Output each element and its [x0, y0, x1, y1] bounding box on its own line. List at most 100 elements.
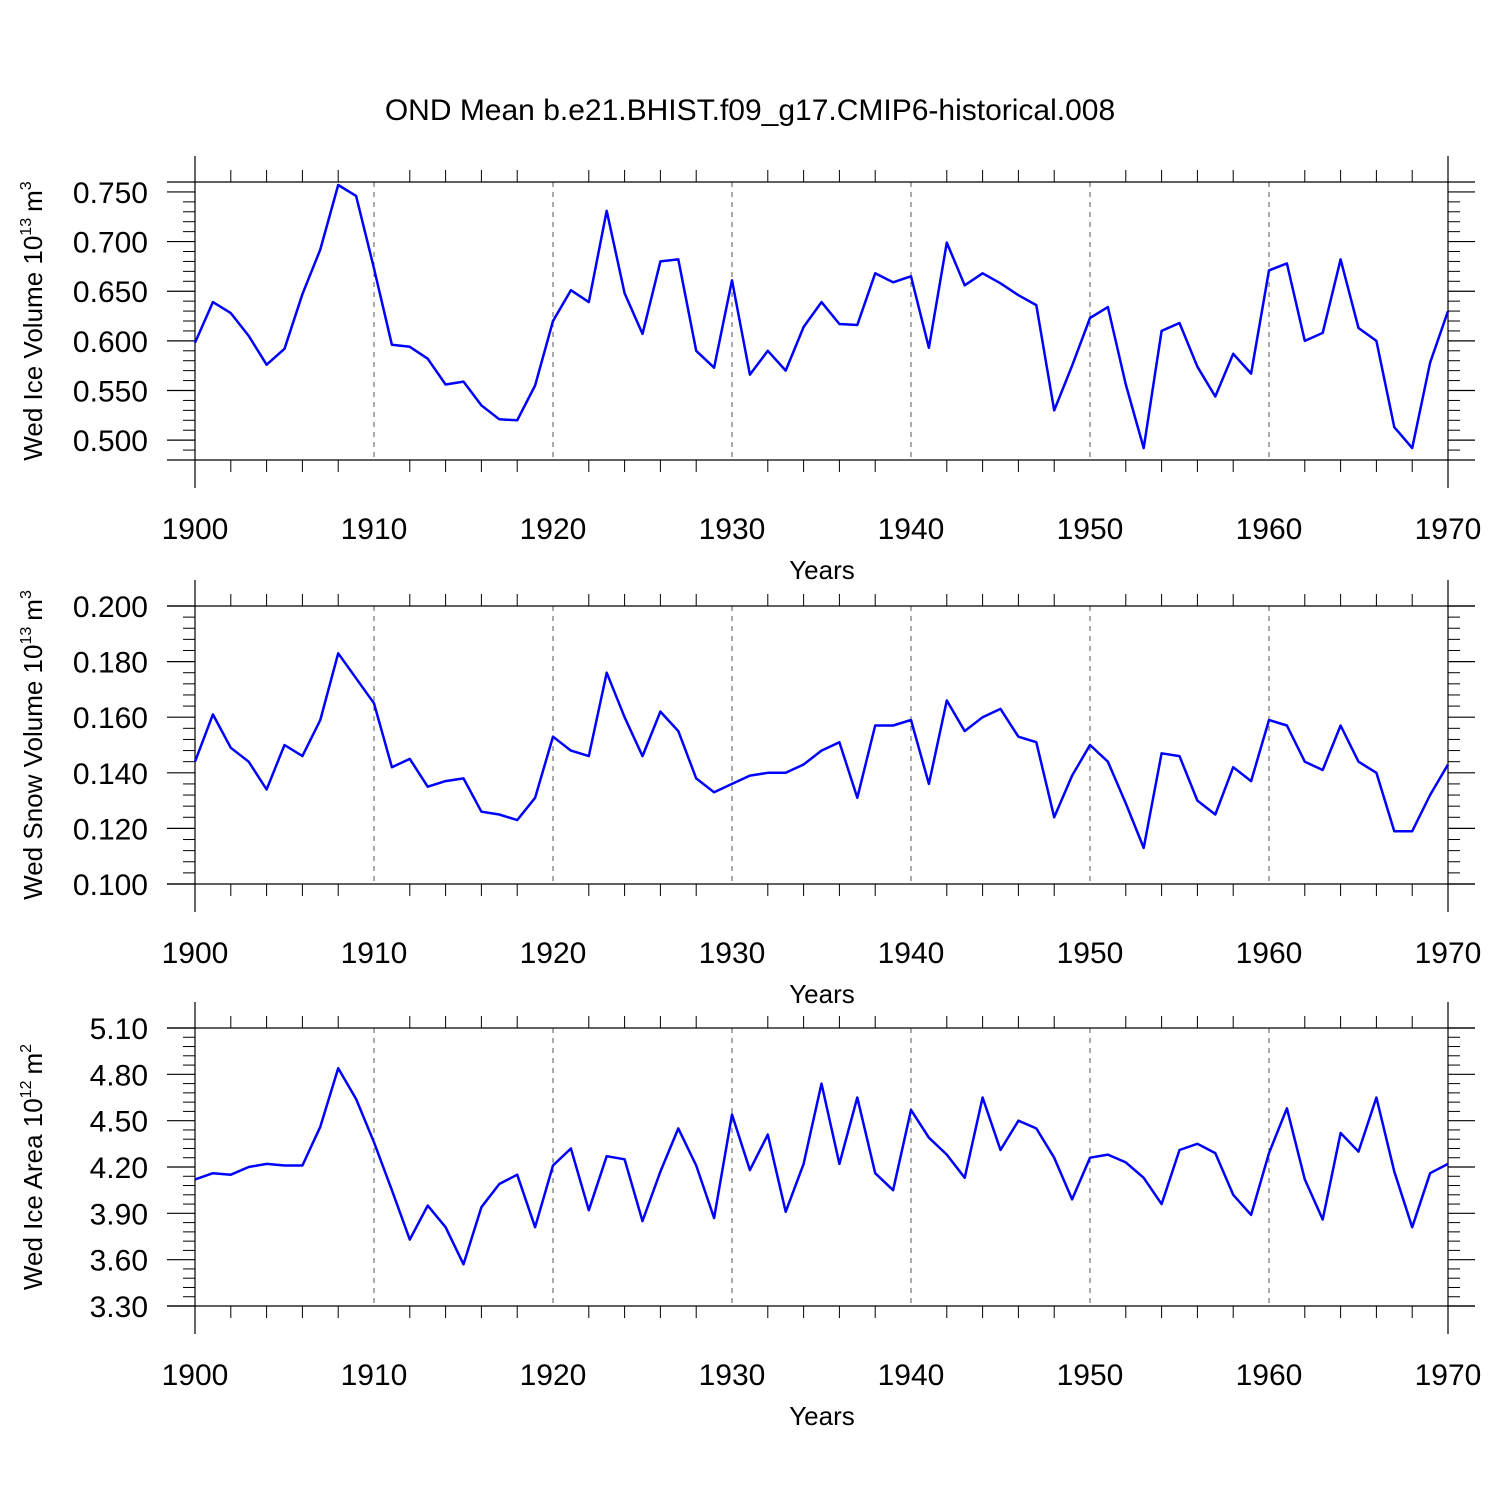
- data-point: [390, 343, 394, 347]
- data-point: [1124, 1160, 1128, 1164]
- data-point: [963, 1176, 967, 1180]
- data-point: [641, 332, 645, 336]
- data-point: [766, 1133, 770, 1137]
- y-axis-label-text: Wed Ice Volume 10: [18, 236, 48, 461]
- data-point: [1034, 1126, 1038, 1130]
- data-point: [247, 760, 251, 764]
- data-point: [748, 1168, 752, 1172]
- data-point: [676, 1126, 680, 1130]
- series-line: [193, 652, 1450, 850]
- data-point: [1213, 1151, 1217, 1155]
- x-tick-label: 1970: [1415, 513, 1482, 546]
- data-point: [820, 749, 824, 753]
- data-point: [462, 776, 466, 780]
- y-axis-label-unit: m: [18, 599, 48, 621]
- y-tick-label: 0.750: [73, 177, 148, 210]
- data-point: [873, 724, 877, 728]
- x-tick-label: 1930: [699, 513, 766, 546]
- data-point: [784, 1210, 788, 1214]
- y-tick-label: 0.140: [73, 758, 148, 791]
- data-point: [193, 1177, 197, 1181]
- data-point: [462, 380, 466, 384]
- data-point: [999, 281, 1003, 285]
- x-tick-label: 1930: [699, 937, 766, 970]
- data-point: [1303, 339, 1307, 343]
- data-point: [837, 322, 841, 326]
- y-axis-label: Wed Snow Volume 1013 m3: [18, 590, 48, 900]
- data-point: [623, 715, 627, 719]
- data-point: [1160, 329, 1164, 333]
- data-point: [265, 1162, 269, 1166]
- data-point: [802, 762, 806, 766]
- data-point: [318, 1125, 322, 1129]
- data-point: [730, 1112, 734, 1116]
- data-point: [1195, 799, 1199, 803]
- y-axis-label: Wed Ice Volume 1013 m3: [18, 181, 48, 460]
- data-point: [426, 785, 430, 789]
- x-tick-label: 1950: [1057, 1359, 1124, 1392]
- data-point: [1285, 261, 1289, 265]
- y-axis-label-unit: m: [18, 1053, 48, 1075]
- data-point: [873, 1171, 877, 1175]
- x-tick-label: 1960: [1236, 937, 1303, 970]
- data-point: [820, 300, 824, 304]
- data-point: [1339, 1131, 1343, 1135]
- data-point: [820, 1082, 824, 1086]
- data-point: [533, 1225, 537, 1229]
- data-point: [247, 334, 251, 338]
- data-point: [1124, 801, 1128, 805]
- chart-title: OND Mean b.e21.BHIST.f09_g17.CMIP6-histo…: [385, 94, 1115, 127]
- chart-panel-3: 3.30 3.60 3.90 4.20 4.50 4.80 5.10 1900 1910 1920…: [18, 1002, 1481, 1431]
- data-point: [1160, 1202, 1164, 1206]
- x-tick-label: 1970: [1415, 1359, 1482, 1392]
- chart-panel-2: 0.100 0.120 0.140 0.160 0.180 0.200 1900 1910 19…: [18, 580, 1481, 1009]
- data-point: [479, 1205, 483, 1209]
- data-point: [1267, 1151, 1271, 1155]
- data-point: [891, 1188, 895, 1192]
- data-point: [587, 754, 591, 758]
- data-point: [1428, 793, 1432, 797]
- x-tick-label: 1940: [878, 513, 945, 546]
- data-point: [300, 1163, 304, 1167]
- data-point: [945, 1153, 949, 1157]
- y-tick-label: 0.120: [73, 813, 148, 846]
- data-point: [855, 796, 859, 800]
- data-point: [497, 417, 501, 421]
- data-point: [1088, 743, 1092, 747]
- data-point: [712, 790, 716, 794]
- x-tick-label: 1940: [878, 937, 945, 970]
- data-point: [1052, 815, 1056, 819]
- data-point: [641, 754, 645, 758]
- data-point: [551, 319, 555, 323]
- data-point: [999, 1148, 1003, 1152]
- y-tick-label: 0.180: [73, 647, 148, 680]
- data-point: [1231, 765, 1235, 769]
- data-point: [229, 746, 233, 750]
- data-point: [927, 1136, 931, 1140]
- data-point: [408, 757, 412, 761]
- data-point: [551, 735, 555, 739]
- data-point: [891, 724, 895, 728]
- data-point: [283, 743, 287, 747]
- data-point: [927, 346, 931, 350]
- data-point: [444, 779, 448, 783]
- data-point: [1267, 718, 1271, 722]
- data-point: [247, 1165, 251, 1169]
- x-tick-label: 1920: [520, 513, 587, 546]
- data-point: [1088, 1156, 1092, 1160]
- data-point: [1195, 365, 1199, 369]
- data-point: [1392, 425, 1396, 429]
- data-point: [354, 194, 358, 198]
- data-point: [855, 323, 859, 327]
- y-axis-label-unit-exponent: 3: [18, 590, 35, 599]
- data-point: [444, 1225, 448, 1229]
- data-point: [891, 280, 895, 284]
- data-point: [408, 345, 412, 349]
- data-point: [1321, 331, 1325, 335]
- chart-panel-1: 0.500 0.550 0.600 0.650 0.700 0.750 1900 1910 19…: [18, 156, 1481, 585]
- data-point: [676, 257, 680, 261]
- data-point: [372, 1140, 376, 1144]
- data-point: [837, 740, 841, 744]
- data-point: [1034, 303, 1038, 307]
